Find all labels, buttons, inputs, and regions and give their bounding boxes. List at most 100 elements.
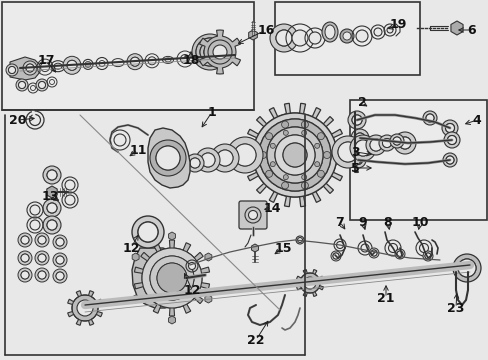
Circle shape	[337, 142, 357, 162]
Circle shape	[382, 139, 391, 148]
Text: 7: 7	[335, 216, 344, 229]
Polygon shape	[199, 30, 240, 74]
Circle shape	[56, 238, 64, 246]
Circle shape	[138, 222, 158, 242]
Circle shape	[354, 133, 364, 143]
Circle shape	[396, 251, 402, 257]
Circle shape	[47, 203, 57, 213]
Circle shape	[252, 113, 336, 197]
Circle shape	[350, 129, 368, 147]
Circle shape	[283, 130, 288, 135]
Text: 23: 23	[447, 302, 464, 315]
Circle shape	[301, 130, 306, 135]
Circle shape	[130, 57, 139, 66]
Circle shape	[157, 263, 186, 293]
Text: 1: 1	[207, 105, 216, 118]
Circle shape	[127, 54, 142, 70]
Circle shape	[281, 121, 288, 128]
Circle shape	[36, 79, 48, 91]
Circle shape	[39, 81, 45, 89]
Circle shape	[422, 251, 432, 261]
Polygon shape	[168, 232, 175, 240]
Polygon shape	[148, 128, 190, 188]
Ellipse shape	[164, 58, 171, 62]
Circle shape	[190, 158, 200, 168]
Circle shape	[150, 256, 194, 300]
Circle shape	[365, 135, 385, 155]
Polygon shape	[204, 253, 211, 261]
Circle shape	[370, 250, 376, 256]
Circle shape	[217, 150, 232, 166]
Circle shape	[373, 28, 381, 36]
Circle shape	[43, 199, 61, 217]
Circle shape	[270, 162, 275, 167]
Circle shape	[41, 63, 49, 72]
Circle shape	[389, 134, 403, 148]
Circle shape	[56, 256, 64, 264]
Circle shape	[369, 139, 381, 151]
Bar	[274, 2, 419, 75]
Polygon shape	[132, 253, 139, 261]
Circle shape	[85, 62, 91, 67]
Circle shape	[8, 67, 16, 73]
Circle shape	[16, 79, 28, 91]
Circle shape	[196, 38, 224, 66]
Circle shape	[274, 135, 314, 175]
Circle shape	[234, 144, 256, 166]
Circle shape	[392, 137, 400, 145]
Circle shape	[314, 162, 319, 167]
Circle shape	[351, 115, 361, 125]
Circle shape	[213, 45, 226, 59]
Circle shape	[201, 153, 215, 167]
Circle shape	[114, 134, 126, 146]
Circle shape	[203, 46, 216, 58]
Polygon shape	[243, 103, 346, 207]
FancyBboxPatch shape	[239, 201, 266, 229]
Polygon shape	[251, 244, 258, 252]
Circle shape	[336, 242, 343, 248]
Circle shape	[43, 216, 61, 234]
Circle shape	[425, 114, 433, 122]
Circle shape	[179, 161, 186, 169]
Circle shape	[274, 135, 314, 175]
Circle shape	[47, 220, 57, 230]
Circle shape	[200, 42, 220, 62]
Text: 5: 5	[350, 162, 359, 175]
Circle shape	[56, 272, 64, 280]
Polygon shape	[248, 30, 257, 40]
Polygon shape	[450, 21, 462, 35]
Circle shape	[38, 236, 46, 244]
Circle shape	[283, 143, 306, 167]
Text: 12: 12	[122, 242, 140, 255]
Circle shape	[38, 254, 46, 262]
Circle shape	[39, 81, 45, 89]
Circle shape	[180, 54, 189, 63]
Circle shape	[425, 114, 433, 122]
Text: 12: 12	[183, 284, 201, 297]
Text: 22: 22	[247, 333, 264, 346]
Circle shape	[156, 146, 180, 170]
Circle shape	[150, 256, 194, 300]
Circle shape	[445, 123, 453, 132]
Circle shape	[382, 139, 391, 148]
Circle shape	[265, 170, 272, 177]
Circle shape	[132, 216, 163, 248]
Circle shape	[447, 135, 456, 144]
Circle shape	[142, 248, 202, 308]
Circle shape	[259, 119, 330, 191]
Circle shape	[452, 254, 480, 282]
Circle shape	[21, 271, 29, 279]
Text: 2: 2	[357, 96, 366, 109]
Circle shape	[265, 133, 272, 140]
Circle shape	[234, 144, 256, 166]
Circle shape	[21, 271, 29, 279]
Circle shape	[457, 259, 475, 277]
Circle shape	[351, 115, 361, 125]
Circle shape	[308, 32, 320, 44]
Circle shape	[275, 30, 291, 46]
Circle shape	[354, 140, 370, 156]
Circle shape	[447, 135, 456, 144]
Circle shape	[301, 121, 308, 128]
Circle shape	[394, 249, 404, 259]
Circle shape	[65, 180, 75, 190]
